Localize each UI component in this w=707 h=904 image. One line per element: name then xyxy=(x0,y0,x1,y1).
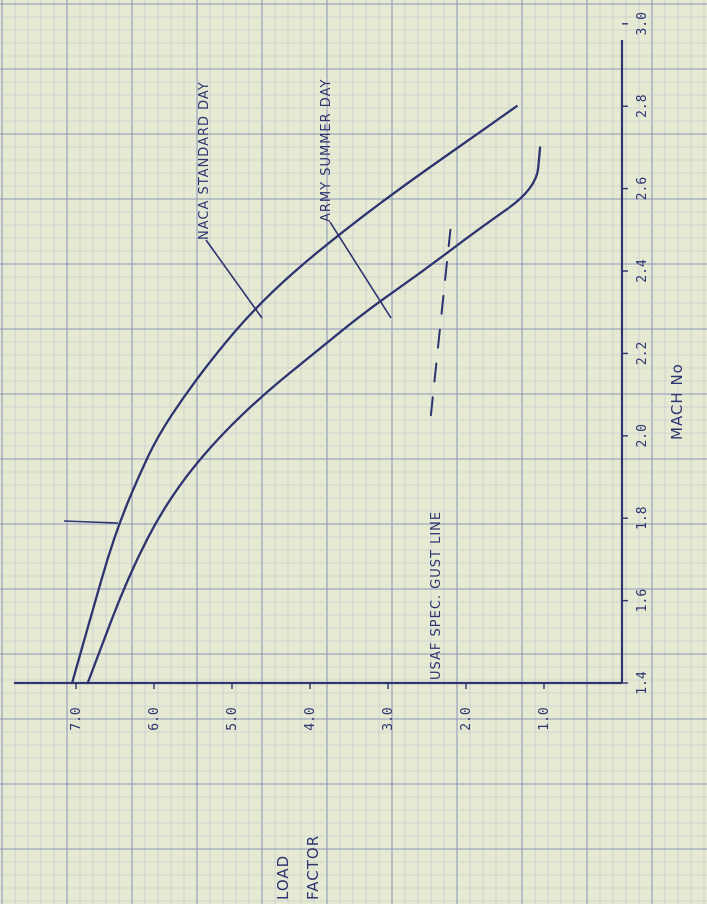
y-axis-title-line-1: LOAD xyxy=(274,855,292,900)
x-tick-label: 2.0 xyxy=(635,424,650,447)
y-tick-label: 2.0 xyxy=(459,707,474,730)
x-tick-label: 1.8 xyxy=(635,506,650,529)
y-tick-label: 7.0 xyxy=(69,707,84,730)
x-tick-label: 2.2 xyxy=(635,342,650,365)
series-layer xyxy=(70,105,542,685)
annotation-army-summer-day: ARMY SUMMER DAY xyxy=(319,79,334,222)
leader-line-army xyxy=(329,221,392,319)
x-tick-label: 1.4 xyxy=(635,671,650,695)
tick-labels: 1.4 1.6 1.8 2.0 2.2 2.4 2.6 2.8 3.0 7.0 6.0 5.0 4.0 3… xyxy=(69,12,650,731)
curve-tick-stub xyxy=(63,520,119,524)
x-tick-label: 2.4 xyxy=(635,259,650,283)
annotations: NACA STANDARD DAY ARMY SUMMER DAY USAF S… xyxy=(63,79,444,680)
x-tick-label: 3.0 xyxy=(635,12,650,35)
y-tick-label: 6.0 xyxy=(147,707,162,730)
y-axis-title-line-2: FACTOR xyxy=(304,835,322,900)
x-tick-label: 1.6 xyxy=(635,589,650,612)
x-axis-title: MACH No xyxy=(668,363,686,440)
axes xyxy=(14,40,624,685)
annotation-naca-standard-day: NACA STANDARD DAY xyxy=(197,81,212,240)
y-tick-label: 4.0 xyxy=(303,707,318,730)
x-tick-label: 2.6 xyxy=(635,177,650,200)
leader-line-naca xyxy=(205,239,263,319)
series-line-naca-standard-day xyxy=(70,105,518,685)
axis-titles: MACH No LOAD FACTOR xyxy=(274,363,686,900)
y-tick-label: 1.0 xyxy=(537,707,552,730)
x-tick-label: 2.8 xyxy=(635,94,650,117)
y-tick-label: 5.0 xyxy=(225,707,240,730)
y-tick-label: 3.0 xyxy=(381,707,396,730)
annotation-usaf-gust-line: USAF SPEC. GUST LINE xyxy=(429,511,444,680)
series-line-army-summer-day xyxy=(86,146,542,685)
series-line-usaf-spec-gust-line xyxy=(429,228,452,417)
